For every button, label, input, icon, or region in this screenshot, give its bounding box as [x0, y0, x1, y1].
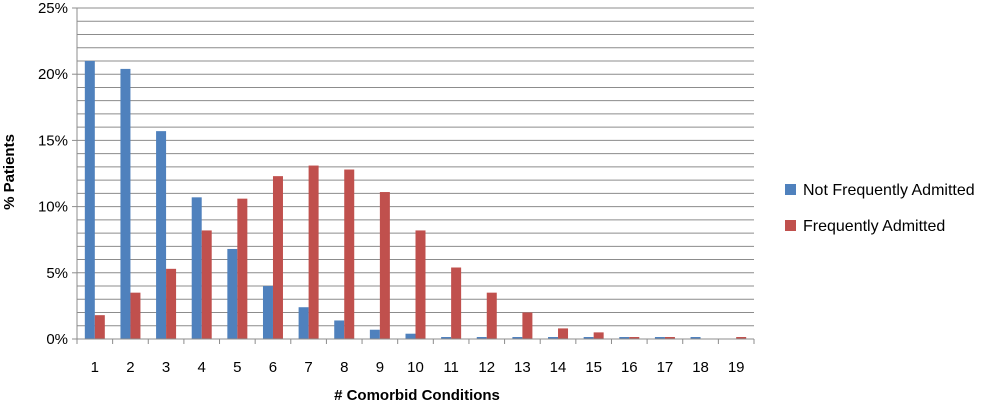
x-tick-label: 17 [657, 359, 674, 376]
x-tick-label: 15 [585, 359, 602, 376]
bar-not-frequently-admitted-10 [405, 333, 416, 339]
x-tick-label: 2 [126, 359, 134, 376]
y-tick-label: 0% [46, 331, 68, 348]
x-tick-label: 4 [198, 359, 206, 376]
bar-not-frequently-admitted-15 [583, 337, 594, 339]
legend-swatch [785, 220, 796, 231]
x-tick-label: 9 [376, 359, 384, 376]
bar-frequently-admitted-13 [522, 312, 533, 339]
bar-frequently-admitted-6 [272, 176, 283, 339]
y-tick-label: 10% [38, 199, 68, 216]
x-tick-label: 10 [407, 359, 424, 376]
x-tick-label: 13 [514, 359, 531, 376]
x-tick-label: 3 [162, 359, 170, 376]
bars [84, 60, 747, 340]
y-tick-label: 25% [38, 0, 68, 17]
bar-not-frequently-admitted-7 [298, 307, 309, 339]
x-tick-label: 7 [304, 359, 312, 376]
x-tick-label: 12 [478, 359, 495, 376]
x-tick-label: 6 [269, 359, 277, 376]
gridlines [77, 7, 754, 327]
bar-frequently-admitted-8 [344, 169, 355, 339]
bar-frequently-admitted-16 [629, 337, 640, 339]
x-tick-label: 19 [728, 359, 745, 376]
bar-frequently-admitted-15 [593, 332, 604, 339]
y-tick-label: 15% [38, 132, 68, 149]
y-tick-labels: 0% 5% 10% 15% 20% 25% [38, 0, 68, 348]
bar-not-frequently-admitted-18 [690, 337, 701, 339]
x-tick-label: 1 [91, 359, 99, 376]
bar-frequently-admitted-3 [166, 268, 177, 339]
bar-not-frequently-admitted-8 [334, 320, 345, 339]
y-tick-label: 20% [38, 66, 68, 83]
x-tick-labels: 1 2 3 4 5 6 7 8 9 10 11 12 13 14 15 16 17 18 19 [91, 359, 745, 376]
x-tick-label: 11 [443, 359, 459, 376]
x-tick-label: 16 [621, 359, 638, 376]
legend-label: Frequently Admitted [803, 218, 945, 235]
bar-frequently-admitted-10 [415, 230, 426, 339]
x-tick-label: 5 [233, 359, 241, 376]
bar-not-frequently-admitted-2 [120, 68, 131, 340]
bar-frequently-admitted-19 [736, 337, 747, 339]
bar-frequently-admitted-11 [451, 267, 462, 339]
bar-frequently-admitted-2 [130, 292, 141, 339]
x-axis-title: # Comorbid Conditions [334, 387, 500, 403]
bar-frequently-admitted-14 [558, 328, 569, 339]
axes [72, 7, 755, 344]
bar-not-frequently-admitted-5 [227, 248, 238, 339]
bar-not-frequently-admitted-9 [369, 329, 380, 339]
bar-frequently-admitted-17 [664, 337, 675, 339]
bar-not-frequently-admitted-6 [262, 286, 273, 339]
bar-not-frequently-admitted-17 [654, 337, 665, 339]
bar-not-frequently-admitted-4 [191, 197, 202, 339]
legend: Not Frequently Admitted Frequently Admitt… [785, 182, 975, 235]
bar-not-frequently-admitted-13 [512, 337, 523, 339]
bar-frequently-admitted-7 [308, 165, 319, 339]
bar-not-frequently-admitted-12 [476, 337, 487, 339]
y-axis-title: % Patients [1, 134, 18, 210]
bar-frequently-admitted-12 [486, 292, 497, 339]
bar-frequently-admitted-5 [237, 198, 248, 339]
bar-frequently-admitted-9 [379, 192, 390, 339]
y-tick-label: 5% [46, 265, 68, 282]
legend-label: Not Frequently Admitted [803, 182, 975, 199]
bar-frequently-admitted-1 [94, 315, 105, 339]
legend-swatch [785, 184, 796, 195]
bar-not-frequently-admitted-16 [619, 337, 630, 339]
bar-not-frequently-admitted-1 [84, 60, 95, 340]
x-tick-label: 8 [340, 359, 348, 376]
bar-frequently-admitted-4 [201, 230, 212, 339]
x-tick-label: 18 [692, 359, 709, 376]
x-tick-label: 14 [550, 359, 567, 376]
bar-not-frequently-admitted-14 [548, 337, 559, 339]
bar-not-frequently-admitted-11 [441, 337, 452, 339]
bar-not-frequently-admitted-3 [156, 131, 167, 339]
